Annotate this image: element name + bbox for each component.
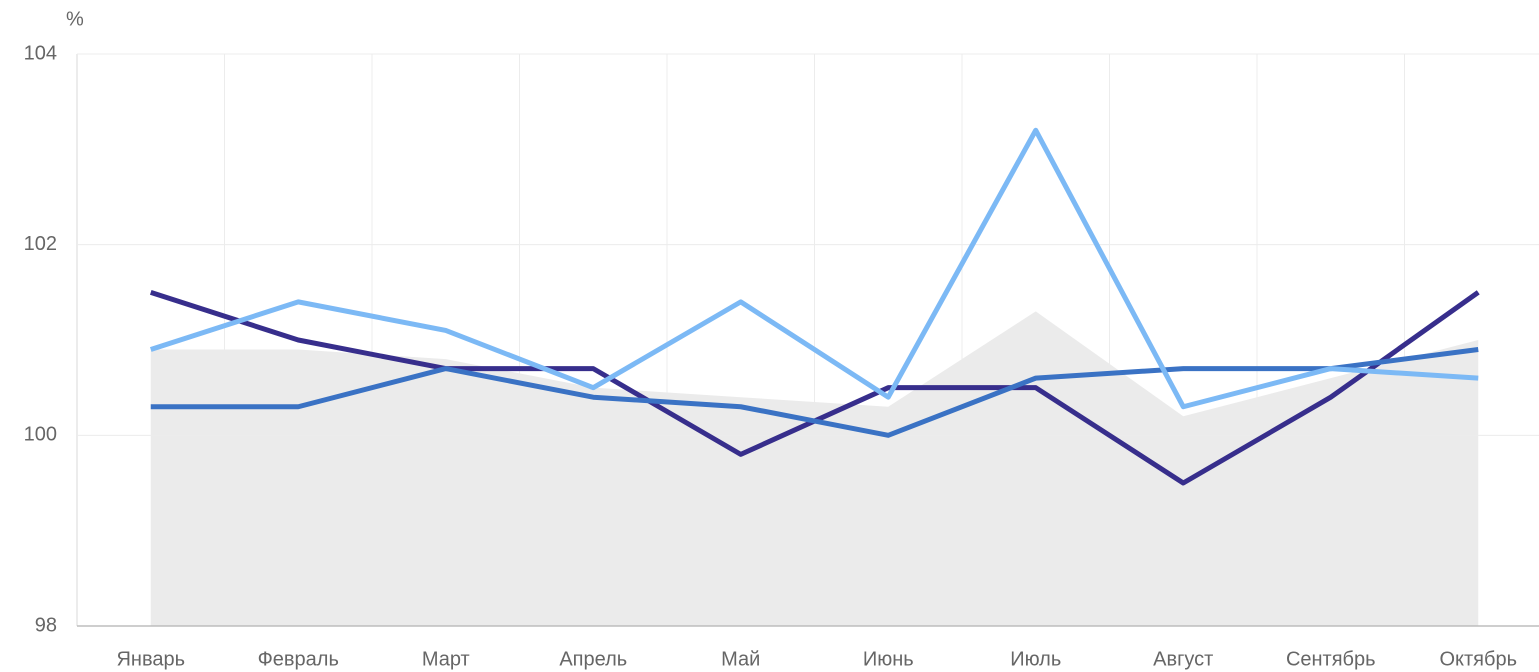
x-tick-label: Май [721,648,760,670]
x-tick-label: Февраль [258,648,339,670]
x-tick-label: Январь [116,648,185,670]
area [150,311,1479,626]
x-tick-label: Октябрь [1439,648,1517,670]
line [149,127,1479,410]
x-tick-label: Июнь [863,648,914,670]
y-tick-label: 100 [24,424,57,446]
x-tick-label: Август [1153,648,1213,670]
x-tick-label: Сентябрь [1286,648,1376,670]
y-tick-label: 104 [24,42,57,64]
y-tick-label: 98 [35,614,57,636]
x-tick-label: Июль [1010,648,1061,670]
line [150,347,1479,438]
y-tick-label: 102 [24,233,57,255]
y-axis-label: % [66,8,84,30]
x-tick-label: Апрель [559,648,627,670]
x-tick-label: Март [422,648,470,670]
